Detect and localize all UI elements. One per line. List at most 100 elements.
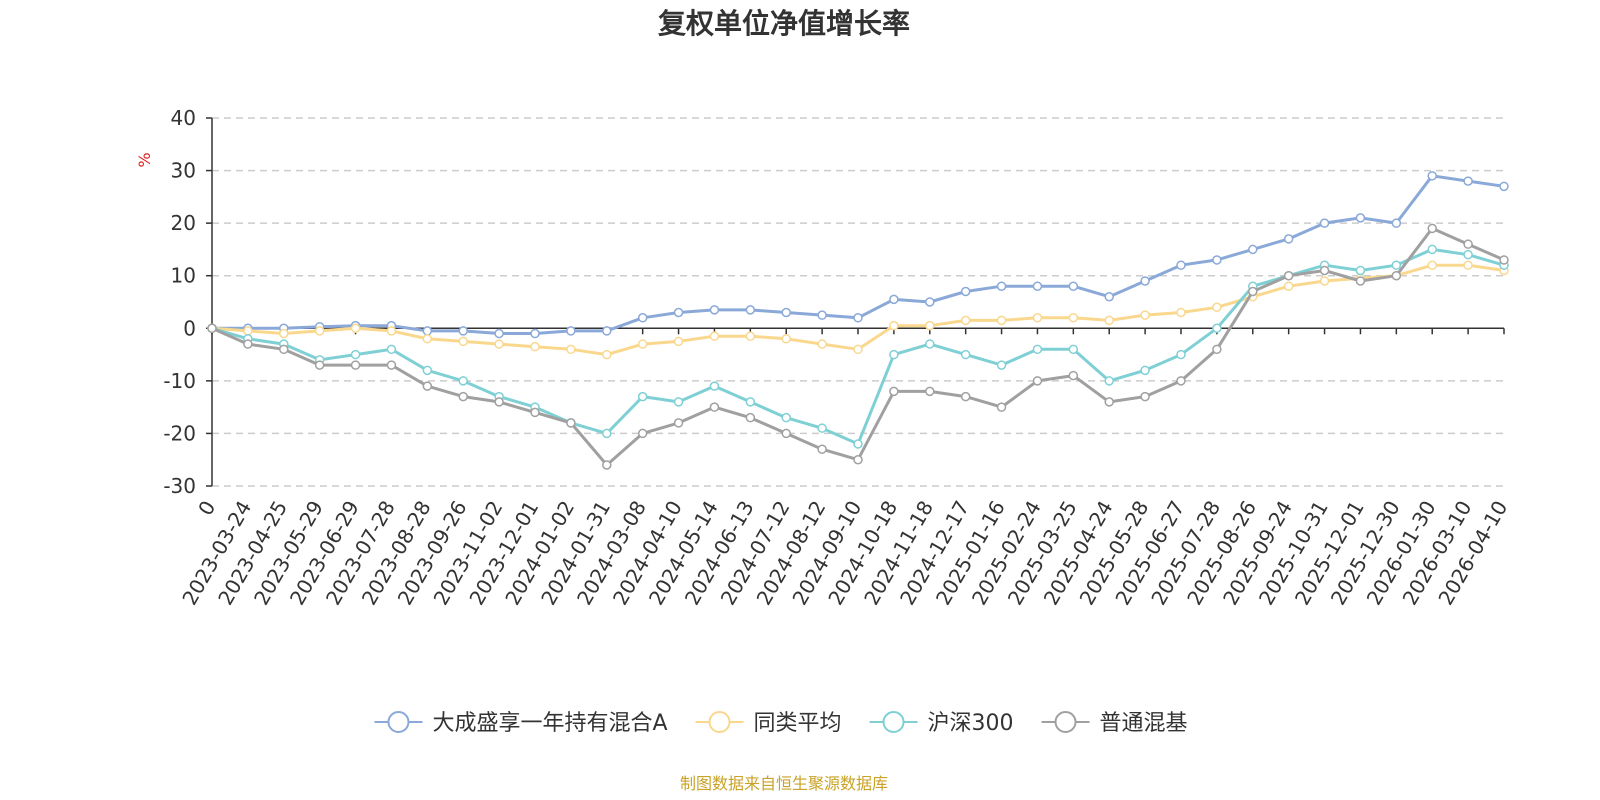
data-point	[817, 423, 827, 433]
data-point	[673, 418, 684, 428]
data-point	[889, 294, 899, 305]
y-tick-label: 20	[171, 211, 196, 235]
data-point	[566, 344, 576, 355]
data-point	[853, 313, 863, 323]
data-point	[745, 305, 756, 315]
data-point	[1176, 260, 1186, 270]
y-tick-label: 40	[171, 106, 196, 130]
data-point	[1463, 249, 1473, 260]
data-point	[530, 328, 540, 339]
data-point	[530, 407, 540, 418]
data-point	[458, 391, 468, 402]
legend-label: 沪深300	[928, 711, 1014, 736]
data-point	[673, 336, 684, 347]
data-point	[1319, 265, 1330, 276]
data-point	[566, 418, 576, 428]
data-point	[422, 334, 433, 344]
data-point	[1391, 218, 1402, 228]
data-point	[350, 323, 361, 334]
data-point	[1212, 323, 1222, 334]
data-point	[314, 326, 325, 336]
legend-label: 大成盛享一年持有混合A	[432, 711, 667, 736]
y-tick-label: -30	[163, 474, 196, 498]
data-point	[1032, 376, 1043, 386]
data-point	[422, 381, 433, 391]
data-point	[1283, 234, 1294, 244]
data-point	[1176, 376, 1186, 386]
data-point	[1391, 260, 1402, 270]
data-point	[1427, 244, 1437, 255]
data-point	[422, 365, 433, 376]
data-point	[745, 331, 756, 341]
data-point	[602, 326, 612, 336]
data-point	[637, 313, 648, 323]
legend-item-3[interactable]: 普通混基	[1041, 711, 1188, 736]
data-point	[1355, 276, 1366, 286]
data-point	[602, 349, 612, 360]
data-point	[1212, 302, 1222, 313]
data-point	[1104, 291, 1114, 302]
series-line	[211, 263, 1505, 357]
data-point	[1319, 276, 1330, 286]
data-point	[530, 341, 540, 352]
data-point	[673, 307, 684, 318]
data-source-note: 制图数据来自恒生聚源数据库	[680, 774, 888, 793]
data-point	[1391, 270, 1402, 281]
data-point	[1140, 365, 1150, 376]
y-axis: 40 30 20 10 0 -10 -20 -30	[163, 106, 213, 498]
data-point	[1104, 376, 1114, 386]
data-point	[637, 391, 648, 402]
data-point	[996, 402, 1007, 412]
series-0	[207, 171, 1509, 339]
data-point	[1032, 313, 1043, 323]
legend[interactable]: 大成盛享一年持有混合A 同类平均 沪深300 普通混基	[374, 711, 1188, 736]
data-point	[1140, 391, 1150, 402]
grid-lines	[212, 117, 1504, 487]
data-point	[350, 349, 361, 360]
legend-item-2[interactable]: 沪深300	[869, 711, 1014, 736]
data-point	[853, 454, 863, 465]
data-point	[314, 360, 325, 370]
series-3	[207, 223, 1509, 470]
data-point	[960, 286, 971, 297]
data-point	[709, 381, 720, 391]
y-tick-label: -10	[163, 369, 196, 393]
data-point	[1212, 344, 1222, 355]
data-point	[709, 331, 720, 341]
data-point	[853, 439, 863, 449]
legend-item-1[interactable]: 同类平均	[695, 711, 842, 736]
data-point	[925, 297, 935, 307]
data-point	[1283, 270, 1294, 281]
data-point	[1176, 349, 1186, 360]
data-point	[817, 310, 827, 320]
data-point	[960, 349, 971, 360]
series-lines	[207, 171, 1509, 470]
data-point	[889, 386, 899, 397]
data-point	[1032, 281, 1043, 291]
data-point	[279, 328, 289, 339]
legend-item-0[interactable]: 大成盛享一年持有混合A	[374, 711, 668, 736]
data-point	[1499, 255, 1509, 265]
data-point	[1499, 181, 1509, 192]
data-point	[1355, 213, 1366, 223]
data-point	[279, 344, 289, 355]
data-point	[494, 328, 504, 339]
data-point	[781, 307, 791, 318]
legend-label: 普通混基	[1100, 711, 1188, 736]
data-point	[243, 339, 253, 349]
y-axis-unit: %	[135, 152, 154, 167]
data-point	[637, 339, 648, 349]
data-point	[1283, 281, 1294, 291]
data-point	[817, 339, 827, 349]
legend-circle-icon	[1054, 711, 1077, 733]
data-point	[1248, 286, 1258, 297]
data-point	[1427, 223, 1437, 234]
series-line	[212, 174, 1505, 335]
data-point	[422, 326, 433, 336]
data-point	[386, 360, 397, 370]
data-point	[781, 412, 791, 423]
data-point	[745, 397, 756, 407]
data-point	[1068, 370, 1079, 381]
data-point	[1427, 260, 1437, 270]
